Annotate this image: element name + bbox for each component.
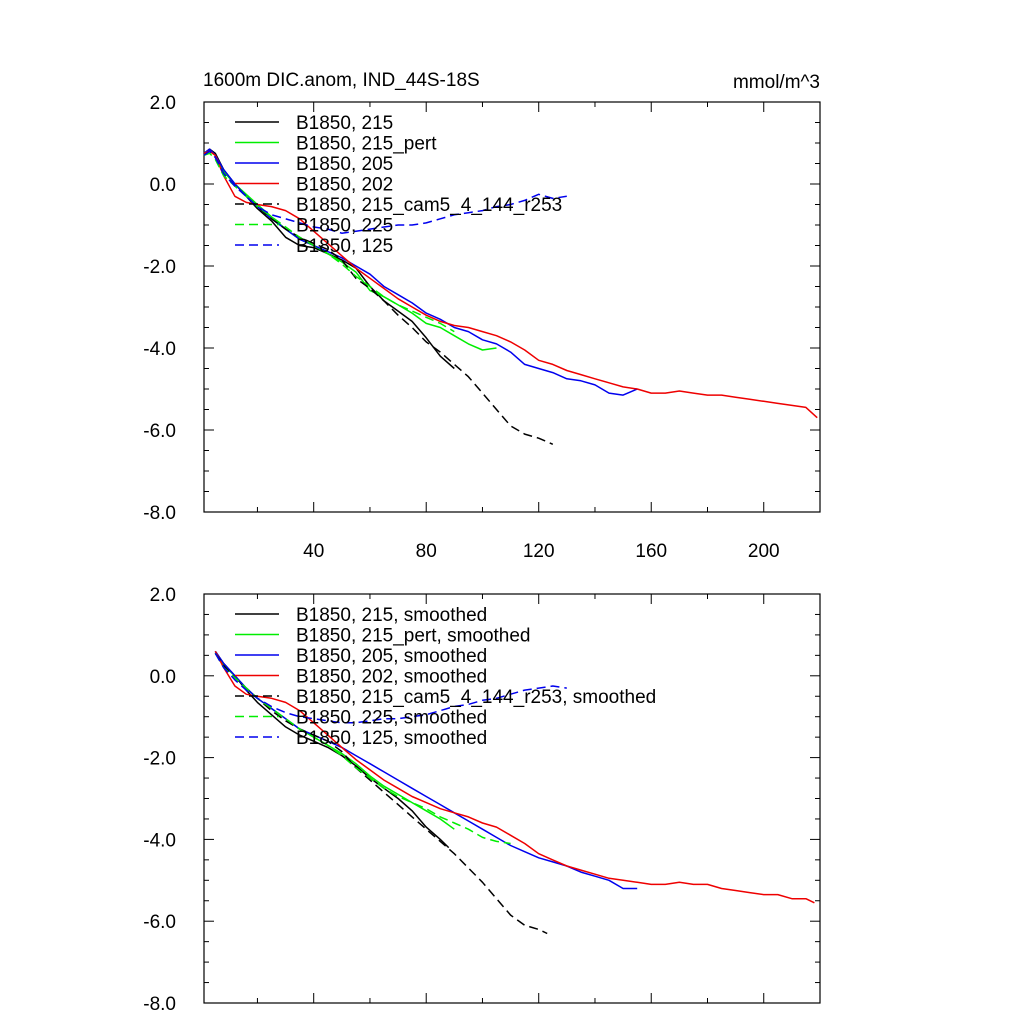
x-tick-label: 40	[303, 541, 324, 562]
legend-label: B1850, 215_cam5_4_144_r253, smoothed	[296, 687, 656, 708]
legend-label: B1850, 225, smoothed	[296, 708, 487, 729]
legend-label: B1850, 215_cam5_4_144_r253	[296, 195, 562, 216]
y-tick-label: 0.0	[150, 667, 176, 688]
legend-label: B1850, 215, smoothed	[296, 605, 487, 626]
legend-label: B1850, 225	[296, 216, 393, 237]
y-tick-label: 2.0	[150, 93, 176, 114]
x-tick-label: 200	[748, 541, 780, 562]
x-tick-label: 160	[635, 541, 667, 562]
legend-label: B1850, 125	[296, 236, 393, 257]
legend-label: B1850, 215_pert, smoothed	[296, 626, 531, 647]
y-tick-label: -8.0	[143, 994, 176, 1015]
top-panel: 2.0 0.0 -2.0 -4.0 -6.0 -8.0 40 80 120 160 200 B1850…	[143, 93, 821, 562]
chart-units: mmol/m^3	[733, 72, 820, 93]
legend-label: B1850, 205, smoothed	[296, 646, 487, 667]
series-line	[203, 150, 818, 419]
series-line	[203, 150, 567, 234]
legend-label: B1850, 125, smoothed	[296, 728, 487, 749]
bottom-panel: 2.0 0.0 -2.0 -4.0 -6.0 -8.0 B1850, 215, smooth…	[143, 585, 821, 1015]
legend-label: B1850, 215_pert	[296, 134, 437, 155]
legend-label: B1850, 205	[296, 154, 393, 175]
x-tick-label: 80	[416, 541, 437, 562]
x-tick-label: 120	[523, 541, 555, 562]
y-tick-label: -6.0	[143, 421, 176, 442]
legend-label: B1850, 215	[296, 113, 393, 134]
y-tick-label: -2.0	[143, 749, 176, 770]
series-line	[214, 652, 548, 935]
y-tick-label: 0.0	[150, 175, 176, 196]
series-line	[214, 650, 815, 904]
series-line	[203, 152, 455, 333]
chart-title: 1600m DIC.anom, IND_44S-18S	[203, 70, 480, 91]
y-tick-label: -2.0	[143, 257, 176, 278]
series-line	[203, 148, 638, 396]
y-tick-label: -6.0	[143, 912, 176, 933]
legend-label: B1850, 202, smoothed	[296, 667, 487, 688]
y-tick-label: 2.0	[150, 585, 176, 606]
y-tick-label: -4.0	[143, 830, 176, 851]
legend-label: B1850, 202	[296, 175, 393, 196]
y-tick-label: -8.0	[143, 503, 176, 524]
y-tick-label: -4.0	[143, 339, 176, 360]
